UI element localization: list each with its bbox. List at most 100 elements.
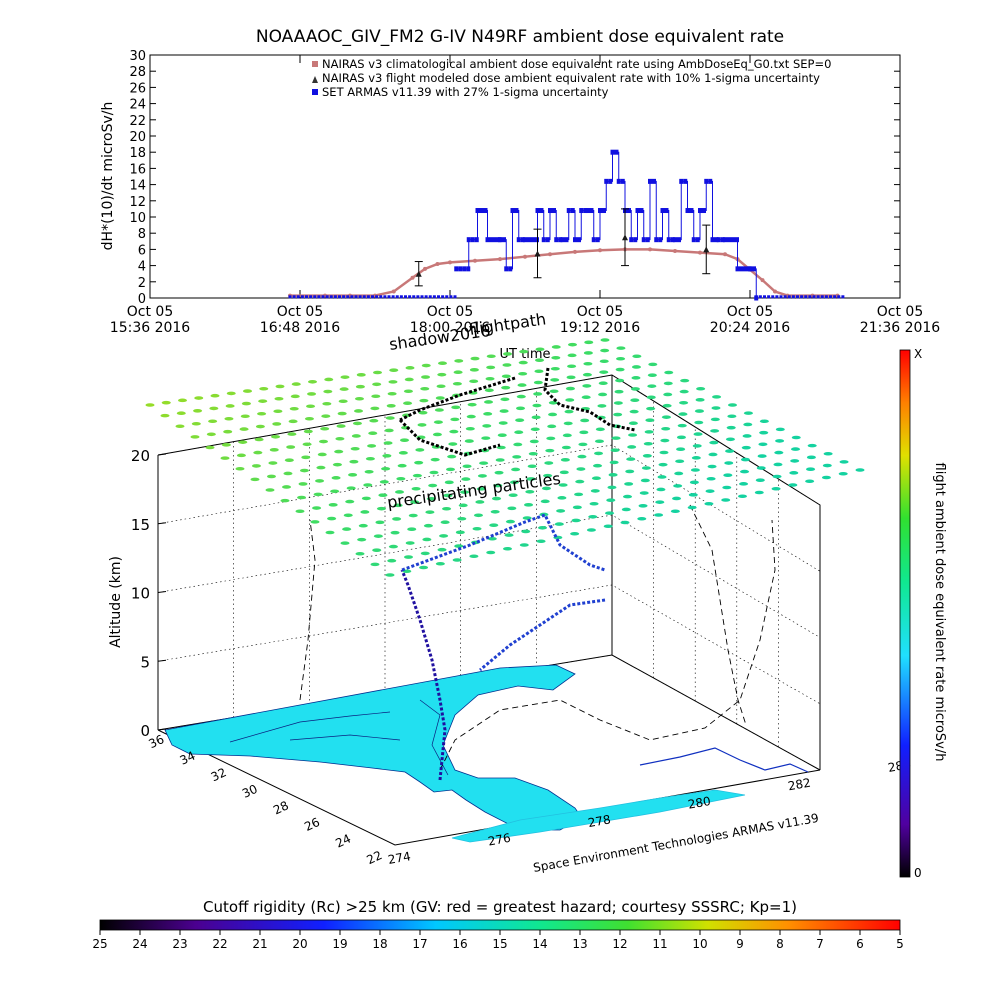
particle-dash (378, 493, 388, 497)
particle-dash (788, 483, 798, 487)
particle-dash (410, 500, 420, 504)
particle-dash (624, 482, 634, 486)
point-armas (739, 266, 744, 272)
longitude-tick-label: 278 (587, 812, 612, 830)
particle-dash (513, 442, 523, 447)
particle-dash (656, 487, 666, 492)
particle-dash (533, 380, 543, 385)
particle-dash (467, 402, 477, 407)
particle-dash (490, 509, 500, 514)
particle-dash (268, 461, 278, 465)
particle-dash (662, 403, 672, 408)
point-armas-baseline (754, 295, 758, 299)
point-armas-baseline (342, 295, 346, 299)
x-tick-label-time: 21:36 2016 (860, 320, 941, 336)
particle-dash (707, 464, 717, 469)
particle-dash (386, 404, 396, 408)
particle-dash (740, 469, 750, 474)
point-nairas-clim (598, 248, 602, 253)
particle-dash (518, 371, 528, 376)
particle-dash (355, 551, 365, 556)
particle-dash (385, 573, 395, 577)
point-armas-baseline (808, 295, 812, 299)
rigidity-tick-label: 22 (212, 937, 227, 951)
label-precipitating: precipitating particles (386, 469, 562, 512)
particle-dash (373, 370, 382, 375)
particle-dash (310, 520, 320, 524)
point-armas-baseline (412, 295, 416, 299)
map-coast-detail (229, 699, 449, 776)
particle-dash (375, 520, 385, 525)
particle-dash (331, 476, 341, 480)
point-armas (648, 178, 652, 184)
particle-dash (348, 473, 358, 477)
map-land-cuba (451, 789, 746, 843)
particle-dash (328, 503, 338, 507)
particle-dash (593, 463, 603, 468)
particle-dash (288, 419, 298, 424)
particle-dash (516, 406, 526, 411)
particle-dash (319, 439, 329, 444)
particle-dash (599, 359, 609, 364)
particle-dash (397, 463, 407, 468)
particle-dash (549, 389, 559, 394)
particle-dash (325, 530, 335, 535)
x-tick-label-date: Oct 05 (277, 304, 323, 320)
particle-dash (505, 519, 515, 524)
particle-dash (771, 486, 781, 491)
particle-dash (354, 396, 364, 401)
particle-dash (775, 427, 785, 432)
point-armas (548, 208, 552, 214)
point-armas (474, 237, 479, 243)
point-armas (720, 237, 725, 243)
particle-dash (647, 384, 657, 388)
particle-dash (775, 439, 785, 443)
particle-dash (631, 376, 641, 380)
point-armas (591, 237, 596, 243)
rigidity-tick-label: 18 (372, 937, 387, 951)
particle-dash (430, 457, 440, 462)
particle-dash (280, 498, 290, 503)
particle-dash (538, 525, 548, 530)
point-armas-baseline (783, 295, 787, 299)
particle-dash (465, 426, 475, 431)
point-armas-baseline (812, 295, 816, 299)
point-armas (641, 237, 646, 243)
point-nairas-clim (391, 289, 396, 294)
particle-dash (486, 550, 496, 555)
point-armas-baseline (841, 295, 845, 299)
particle-dash (453, 370, 463, 375)
particle-dash (598, 381, 608, 386)
particle-dash (272, 422, 282, 426)
rigidity-tick-label: 20 (292, 937, 307, 951)
particle-dash (594, 439, 604, 444)
point-armas (660, 208, 665, 214)
point-armas-baseline (779, 295, 783, 299)
point-armas-baseline (428, 295, 432, 299)
particle-dash (486, 365, 496, 370)
latitude-tick-label: 22 (365, 848, 385, 867)
particle-dash (306, 404, 316, 409)
particle-dash (822, 463, 832, 468)
latitude-tick-label: 24 (333, 831, 353, 850)
particle-dash (482, 424, 492, 428)
particle-dash (301, 455, 311, 460)
point-nairas-clim (773, 289, 777, 294)
particle-dash (396, 476, 406, 481)
particle-dash (774, 450, 784, 455)
particle-dash (403, 389, 413, 394)
point-armas-baseline (333, 295, 337, 299)
particle-dash (535, 347, 545, 352)
point-armas (670, 237, 675, 243)
particle-dash (387, 391, 397, 396)
legend-marker-armas (312, 89, 318, 95)
particle-dash (631, 365, 641, 369)
particle-dash (534, 369, 544, 374)
point-armas-baseline (445, 295, 449, 299)
particle-dash (361, 496, 371, 501)
point-armas-baseline (379, 295, 383, 299)
point-armas-baseline (300, 295, 304, 299)
point-nairas-clim (573, 249, 577, 254)
particle-dash (209, 406, 219, 411)
particle-dash (356, 373, 366, 377)
